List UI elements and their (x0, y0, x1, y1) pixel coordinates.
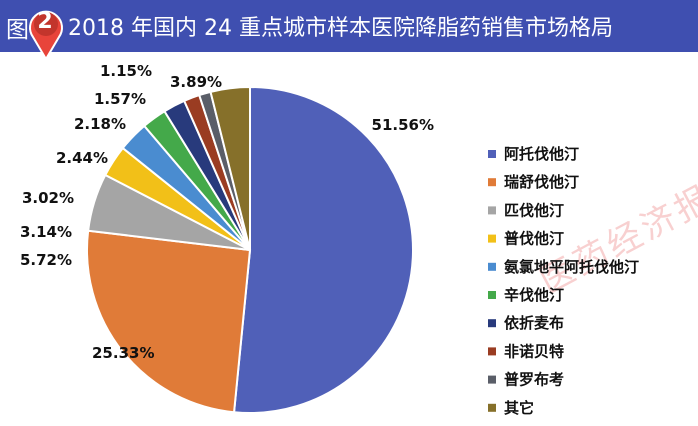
legend-label-1: 阿托伐他汀 (504, 145, 579, 163)
slice-label-2: 25.33% (92, 344, 154, 362)
legend-label-4: 普伐他汀 (504, 230, 564, 248)
legend-label-2: 瑞舒伐他汀 (504, 173, 579, 191)
map-pin-badge-icon (29, 10, 63, 61)
slice-label-7: 2.18% (74, 115, 126, 133)
legend-swatch-7 (488, 319, 496, 328)
legend-swatch-9 (488, 375, 496, 384)
legend-label-10: 其它 (504, 399, 534, 417)
legend-label-3: 匹伐他汀 (504, 201, 564, 219)
figure-label: 图 (6, 17, 29, 43)
legend-swatch-10 (488, 403, 496, 412)
legend-label-8: 非诺贝特 (504, 342, 564, 360)
legend-label-5: 氨氯地平阿托伐他汀 (504, 258, 639, 276)
slice-label-9: 1.15% (100, 62, 152, 80)
slice-label-4: 3.14% (20, 223, 72, 241)
legend-swatch-8 (488, 347, 496, 356)
legend-swatch-6 (488, 291, 496, 299)
pie-slice-1 (232, 85, 414, 414)
slice-label-8: 1.57% (94, 90, 146, 108)
chart-title: 2018 年国内 24 重点城市样本医院降脂药销售市场格局 (68, 16, 613, 41)
pie-slice-2 (86, 229, 252, 414)
slice-label-3: 5.72% (20, 251, 72, 269)
legend-swatch-1 (488, 150, 496, 158)
legend-swatch-2 (488, 178, 496, 187)
legend-swatch-4 (488, 234, 496, 243)
slice-label-5: 3.02% (22, 189, 74, 207)
slice-label-1: 51.56% (372, 116, 434, 134)
pie-slice-10 (209, 85, 251, 251)
slice-label-10: 3.89% (170, 73, 222, 91)
legend-label-9: 普罗布考 (504, 371, 564, 389)
legend-label-7: 依折麦布 (504, 314, 564, 332)
figure-number: 2 (37, 9, 53, 34)
slice-label-6: 2.44% (56, 149, 108, 167)
legend-swatch-5 (488, 262, 496, 271)
legend-label-6: 辛伐他汀 (504, 286, 564, 304)
title-bar: 图 2 2018 年国内 24 重点城市样本医院降脂药销售市场格局 (0, 0, 698, 61)
legend-swatch-3 (488, 206, 496, 215)
